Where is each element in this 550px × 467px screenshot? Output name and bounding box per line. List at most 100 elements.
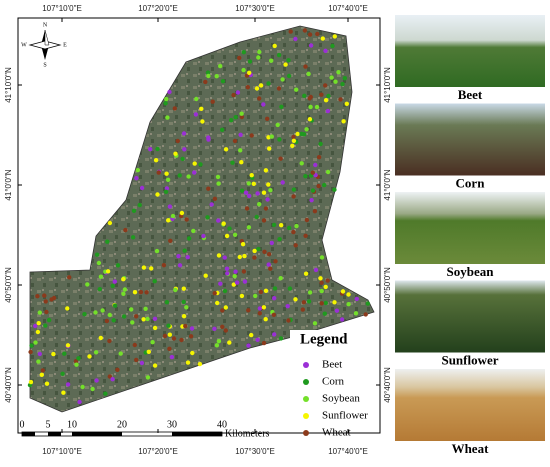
sample-point [302, 93, 307, 99]
sample-point [304, 217, 310, 223]
sample-point [263, 288, 269, 293]
sample-point [271, 222, 277, 228]
sample-point [139, 360, 145, 366]
sample-point [218, 63, 223, 69]
photo-caption: Corn [456, 175, 486, 190]
sample-point [290, 143, 295, 148]
sample-point [186, 236, 192, 241]
sample-point [323, 48, 328, 53]
sample-point [144, 290, 149, 295]
sample-point [332, 187, 337, 192]
sample-point [224, 233, 230, 239]
sample-point [278, 336, 284, 341]
sample-point [249, 133, 254, 138]
sample-point [365, 301, 371, 306]
sample-point [288, 29, 293, 34]
sample-point [156, 170, 161, 175]
sample-point [193, 112, 199, 117]
sample-point [107, 338, 112, 344]
sample-point [107, 220, 113, 226]
sample-point [186, 174, 191, 179]
sample-point [145, 375, 151, 380]
sample-point [291, 229, 296, 235]
sample-point [222, 288, 228, 294]
sample-point [231, 282, 236, 287]
sample-point [134, 176, 139, 181]
sample-point [200, 119, 205, 124]
sample-point [333, 79, 338, 84]
sample-point [230, 160, 235, 165]
sample-point [194, 96, 199, 102]
sample-point [123, 227, 128, 233]
lon-label: 107°10'0"E [42, 447, 82, 456]
sample-point [181, 299, 186, 305]
sample-point [155, 146, 160, 152]
sample-point [261, 305, 267, 310]
sample-point [223, 328, 228, 333]
scale-label: 20 [117, 419, 127, 430]
sample-point [129, 307, 134, 312]
legend-swatch [303, 362, 309, 368]
sample-point [163, 101, 168, 106]
sample-point [175, 138, 180, 144]
sample-point [277, 137, 282, 142]
sample-point [307, 96, 312, 101]
sample-point [242, 253, 247, 259]
sample-point [141, 317, 146, 322]
sample-point [167, 332, 172, 337]
sample-point [257, 306, 263, 311]
sample-point [265, 197, 270, 202]
sample-point [244, 206, 250, 211]
sample-point [172, 106, 177, 111]
sample-point [77, 399, 82, 405]
sample-point [35, 294, 40, 299]
sample-point [111, 318, 116, 323]
sample-point [82, 312, 87, 317]
crop-photo [395, 103, 545, 176]
sample-point [112, 303, 118, 308]
sample-point [251, 181, 256, 186]
legend-label: Beet [322, 359, 342, 371]
sample-point [300, 307, 305, 312]
sample-point [152, 279, 157, 284]
sample-point [316, 155, 322, 160]
sample-point [231, 92, 236, 98]
sample-point [134, 357, 139, 363]
sample-point [132, 342, 137, 348]
sample-point [285, 304, 290, 309]
study-area [29, 25, 375, 413]
sample-point [220, 324, 225, 329]
sample-point [165, 177, 171, 182]
sample-point [104, 318, 110, 324]
sample-point [354, 296, 359, 302]
sample-point [153, 158, 159, 163]
sample-point [344, 101, 349, 107]
sample-point [257, 49, 262, 55]
sample-point [76, 356, 81, 361]
sample-point [249, 173, 254, 178]
sample-point [340, 289, 346, 294]
sample-point [138, 289, 144, 295]
sample-point [272, 332, 277, 337]
sample-point [141, 265, 147, 270]
sample-point [215, 174, 221, 180]
sample-point [184, 217, 189, 222]
sample-point [67, 275, 72, 280]
scale-label: 10 [67, 419, 77, 430]
sample-point [237, 55, 242, 61]
sample-point [238, 132, 243, 137]
sample-point [239, 160, 244, 165]
sample-point [33, 340, 38, 345]
sample-point [319, 280, 324, 285]
sample-point [318, 276, 323, 281]
sample-point [221, 221, 226, 226]
sample-point [325, 108, 331, 114]
sample-point [325, 278, 330, 283]
sample-point [318, 141, 323, 147]
sample-point [307, 290, 313, 295]
sample-point [323, 98, 329, 103]
sample-point [93, 310, 98, 315]
sample-point [42, 293, 47, 298]
sample-point [258, 83, 264, 88]
sample-point [37, 351, 42, 357]
